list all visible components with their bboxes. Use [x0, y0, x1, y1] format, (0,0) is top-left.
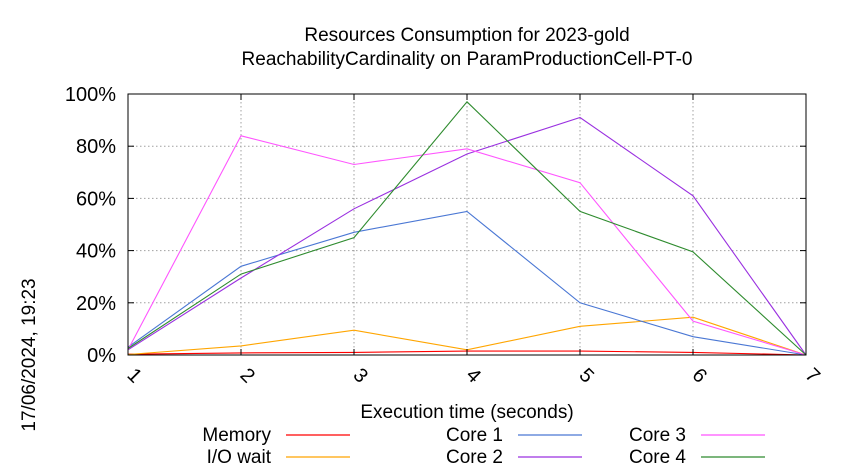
series-line-core-1 — [127, 210, 807, 356]
plot-frame — [127, 93, 807, 356]
y-tick-label: 60% — [76, 188, 116, 210]
x-tick-label: 2 — [236, 364, 259, 387]
chart-title-line-1: Resources Consumption for 2023-gold — [304, 25, 629, 46]
x-tick-label: 6 — [688, 364, 711, 387]
series-line-core-4 — [127, 100, 807, 356]
x-tick-label: 4 — [462, 364, 485, 387]
legend-label-core-2: Core 2 — [446, 447, 503, 468]
legend-label-core-3: Core 3 — [629, 425, 686, 446]
series-line-core-3 — [127, 135, 807, 356]
legend-label-i-o-wait: I/O wait — [207, 447, 272, 468]
legend-label-memory: Memory — [202, 425, 271, 446]
x-tick-label: 1 — [123, 364, 146, 387]
y-tick-label: 40% — [76, 241, 116, 263]
y-tick-label: 0% — [87, 345, 116, 367]
grid-lines — [128, 94, 806, 355]
legend-label-core-4: Core 4 — [629, 447, 686, 468]
timestamp-label: 17/06/2024, 19:23 — [19, 278, 40, 431]
x-axis-label: Execution time (seconds) — [360, 402, 573, 423]
x-tick-label: 5 — [575, 364, 598, 387]
legend-label-core-1: Core 1 — [446, 425, 503, 446]
y-tick-label: 100% — [65, 84, 116, 106]
chart-title: Resources Consumption for 2023-gold Reac… — [242, 25, 693, 70]
x-axis: 1 2 3 4 5 6 7 — [123, 94, 824, 387]
y-tick-label: 80% — [76, 136, 116, 158]
y-tick-label: 20% — [76, 293, 116, 315]
y-axis: 0% 20% 40% 60% 80% 100% — [65, 84, 806, 367]
series-line-core-2 — [127, 116, 807, 356]
chart-title-line-2: ReachabilityCardinality on ParamProducti… — [242, 49, 693, 70]
x-tick-label: 3 — [349, 364, 372, 387]
series-lines — [127, 100, 807, 356]
x-tick-label: 7 — [801, 364, 824, 387]
